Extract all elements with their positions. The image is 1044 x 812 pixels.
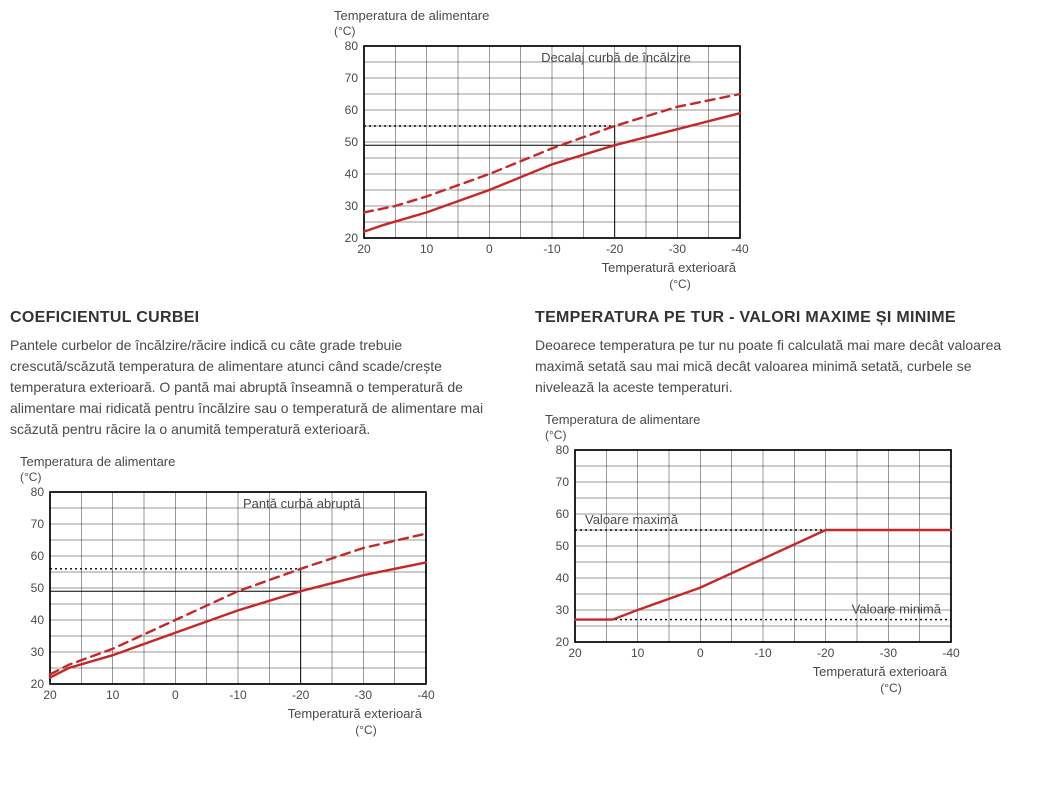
svg-text:60: 60	[556, 507, 570, 521]
svg-text:80: 80	[556, 443, 570, 457]
body-minmax: Deoarece temperatura pe tur nu poate fi …	[535, 335, 1034, 398]
svg-text:80: 80	[31, 485, 45, 499]
svg-text:30: 30	[31, 645, 45, 659]
svg-text:-30: -30	[355, 688, 373, 702]
svg-text:70: 70	[556, 475, 570, 489]
svg-text:50: 50	[345, 135, 359, 149]
svg-text:20: 20	[568, 646, 582, 660]
svg-text:-30: -30	[669, 242, 687, 256]
svg-text:-40: -40	[942, 646, 960, 660]
svg-text:70: 70	[345, 71, 359, 85]
chart-minmax: Temperatura de alimentare(°C)20100-10-20…	[535, 410, 979, 704]
svg-text:60: 60	[31, 549, 45, 563]
svg-text:40: 40	[31, 613, 45, 627]
svg-text:(°C): (°C)	[20, 470, 41, 484]
svg-text:Valoare maximă: Valoare maximă	[585, 512, 679, 527]
chart-slope: Temperatura de alimentare(°C)20100-10-20…	[10, 452, 454, 746]
svg-text:40: 40	[345, 167, 359, 181]
svg-text:-40: -40	[731, 242, 749, 256]
column-right: TEMPERATURA PE TUR - VALORI MAXIME ȘI MI…	[535, 306, 1034, 746]
svg-text:80: 80	[345, 39, 359, 53]
svg-text:Temperatură exterioară: Temperatură exterioară	[288, 706, 423, 721]
svg-text:(°C): (°C)	[355, 723, 376, 737]
column-left: COEFICIENTUL CURBEI Pantele curbelor de …	[10, 306, 509, 746]
svg-text:(°C): (°C)	[880, 681, 901, 695]
svg-text:-40: -40	[417, 688, 435, 702]
svg-text:(°C): (°C)	[669, 277, 690, 291]
svg-text:20: 20	[31, 677, 45, 691]
svg-text:(°C): (°C)	[545, 428, 566, 442]
chart-offset: Temperatura de alimentare(°C)20100-10-20…	[324, 6, 768, 300]
svg-text:Valoare minimă: Valoare minimă	[852, 602, 942, 617]
svg-text:70: 70	[31, 517, 45, 531]
svg-text:Pantă curbă abruptă: Pantă curbă abruptă	[243, 496, 362, 511]
svg-text:Temperatura de alimentare: Temperatura de alimentare	[334, 8, 489, 23]
svg-text:20: 20	[556, 635, 570, 649]
svg-text:-20: -20	[606, 242, 624, 256]
heading-curve-coefficient: COEFICIENTUL CURBEI	[10, 306, 509, 330]
svg-text:20: 20	[345, 231, 359, 245]
svg-text:50: 50	[556, 539, 570, 553]
svg-text:40: 40	[556, 571, 570, 585]
svg-text:-20: -20	[817, 646, 835, 660]
svg-text:0: 0	[172, 688, 179, 702]
svg-text:Temperatură exterioară: Temperatură exterioară	[813, 664, 948, 679]
svg-text:Temperatură exterioară: Temperatură exterioară	[602, 260, 737, 275]
svg-text:30: 30	[556, 603, 570, 617]
svg-text:Temperatura de alimentare: Temperatura de alimentare	[545, 412, 700, 427]
svg-text:-20: -20	[292, 688, 310, 702]
svg-text:-10: -10	[543, 242, 561, 256]
svg-text:-10: -10	[754, 646, 772, 660]
heading-minmax: TEMPERATURA PE TUR - VALORI MAXIME ȘI MI…	[535, 306, 1034, 330]
svg-text:(°C): (°C)	[334, 24, 355, 38]
svg-text:50: 50	[31, 581, 45, 595]
svg-text:10: 10	[631, 646, 645, 660]
svg-text:60: 60	[345, 103, 359, 117]
svg-text:10: 10	[420, 242, 434, 256]
svg-text:20: 20	[43, 688, 57, 702]
svg-text:20: 20	[357, 242, 371, 256]
svg-text:0: 0	[486, 242, 493, 256]
svg-text:Temperatura de alimentare: Temperatura de alimentare	[20, 454, 175, 469]
body-curve-coefficient: Pantele curbelor de încălzire/răcire ind…	[10, 335, 509, 440]
svg-text:-30: -30	[880, 646, 898, 660]
svg-text:10: 10	[106, 688, 120, 702]
svg-text:-10: -10	[229, 688, 247, 702]
svg-text:30: 30	[345, 199, 359, 213]
svg-text:Decalaj curbă de încălzire: Decalaj curbă de încălzire	[541, 50, 691, 65]
svg-text:0: 0	[697, 646, 704, 660]
